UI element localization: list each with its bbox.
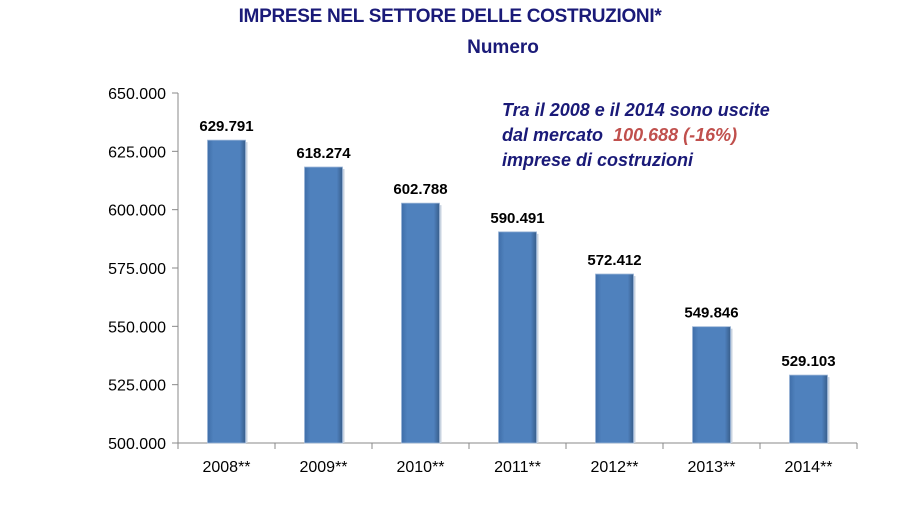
x-tick-label: 2008** [202,459,250,476]
annotation-highlight: 100.688 (-16%) [613,125,738,145]
x-tick-label: 2011** [494,459,541,476]
data-label: 629.791 [199,118,253,135]
y-tick-label: 525.000 [108,378,166,395]
data-label: 549.846 [684,305,738,322]
annotation: Tra il 2008 e il 2014 sono uscite dal me… [502,98,770,173]
bar [789,374,828,444]
y-tick-label: 500.000 [108,436,166,453]
data-label: 618.274 [296,145,351,162]
x-tick-label: 2009** [299,459,347,476]
data-label: 602.788 [393,181,447,198]
annotation-line3: imprese di costruzioni [502,150,694,170]
x-tick-label: 2014** [784,459,832,476]
bar [304,166,343,444]
annotation-line2-prefix: dal mercato [502,125,604,145]
chart-title: IMPRESE NEL SETTORE DELLE COSTRUZIONI* [238,6,662,27]
x-tick-label: 2010** [396,459,444,476]
data-label: 529.103 [781,353,835,370]
bar [401,202,440,444]
bar [595,273,634,444]
data-label: 590.491 [490,210,544,227]
bar [692,326,731,444]
y-tick-label: 550.000 [108,319,166,336]
data-label: 572.412 [587,252,641,269]
y-tick-label: 625.000 [108,144,166,161]
y-tick-label: 575.000 [108,261,166,278]
annotation-line1: Tra il 2008 e il 2014 sono uscite [502,100,770,120]
x-tick-label: 2013** [687,459,735,476]
y-tick-label: 600.000 [108,203,166,220]
bar [207,139,246,444]
bar [498,231,537,444]
chart-subtitle: Numero [467,37,539,58]
x-tick-label: 2012** [590,459,638,476]
annotation-line2: dal mercato 100.688 (-16%) [502,123,770,148]
y-tick-label: 650.000 [108,86,166,103]
